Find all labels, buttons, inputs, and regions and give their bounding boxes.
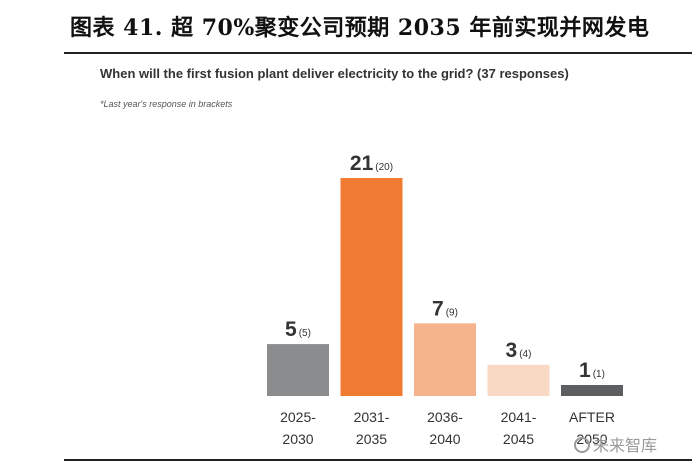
value-label-2: 21 (20)	[350, 152, 393, 175]
previous-value-2: (20)	[375, 162, 393, 173]
watermark-text: 未来智库	[593, 438, 658, 455]
value-number-2: 21	[350, 152, 374, 175]
chart-note: *Last year's response in brackets	[100, 99, 233, 109]
category-label-1-2: 2030	[282, 431, 313, 447]
category-label-3-2: 2040	[429, 431, 460, 447]
previous-value-3: (9)	[446, 307, 458, 318]
category-label-1-1: 2025-	[280, 409, 316, 425]
bar-1	[267, 344, 329, 396]
value-number-4: 3	[506, 339, 518, 362]
category-label-2-1: 2031-	[354, 409, 390, 425]
bottom-rule	[64, 459, 692, 461]
category-label-3-1: 2036-	[427, 409, 463, 425]
value-label-5: 1 (1)	[579, 359, 605, 382]
bar-5	[561, 385, 623, 396]
value-number-5: 1	[579, 359, 591, 382]
value-label-3: 7 (9)	[432, 297, 458, 320]
bar-3	[414, 323, 476, 396]
watermark-logo-icon	[574, 437, 590, 453]
bar-2	[340, 178, 403, 396]
category-label-4-1: 2041-	[501, 409, 537, 425]
bar-4	[487, 364, 550, 396]
category-label-4-2: 2045	[503, 431, 534, 447]
category-label-5-1: AFTER	[569, 409, 615, 425]
category-label-2-2: 2035	[356, 431, 387, 447]
top-rule	[64, 52, 692, 54]
watermark: 未来智库	[574, 432, 657, 456]
previous-value-4: (4)	[519, 349, 531, 360]
value-number-1: 5	[285, 318, 297, 341]
figure-title: 图表 41. 超 70%聚变公司预期 2035 年前实现并网发电	[70, 15, 650, 41]
value-label-4: 3 (4)	[506, 339, 532, 362]
value-label-1: 5 (5)	[285, 318, 311, 341]
chart-title: When will the first fusion plant deliver…	[100, 66, 569, 81]
value-number-3: 7	[432, 297, 444, 320]
previous-value-5: (1)	[593, 369, 605, 380]
previous-value-1: (5)	[299, 328, 311, 339]
